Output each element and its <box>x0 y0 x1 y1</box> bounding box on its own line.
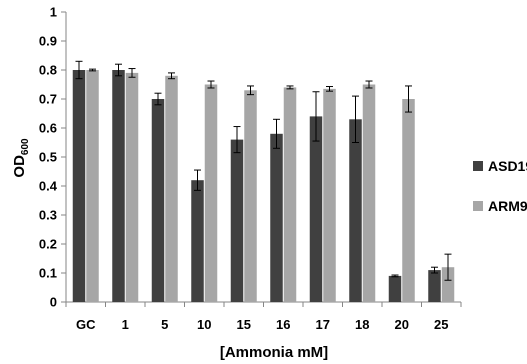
legend: ASD19 ARM9 <box>473 158 527 214</box>
y-tick-label: 0.8 <box>39 63 57 78</box>
error-bar-asd19 <box>431 266 438 274</box>
y-tick-label: 0.6 <box>39 121 57 136</box>
bar-arm9 <box>323 88 336 302</box>
x-axis: GC 1 5 10 15 16 17 18 20 25 <box>65 301 462 332</box>
bar-asd19 <box>428 270 441 302</box>
x-tick-label: GC <box>76 317 96 332</box>
error-bar-asd19 <box>194 169 201 191</box>
bar-asd19 <box>151 99 165 302</box>
bar-arm9 <box>402 99 415 302</box>
error-bar-asd19 <box>154 92 162 106</box>
error-bar-asd19 <box>352 95 359 143</box>
bar-asd19 <box>72 70 86 302</box>
x-tick-label: 1 <box>122 317 129 332</box>
bar-arm9 <box>125 72 139 303</box>
y-tick-label: 0 <box>50 295 57 310</box>
y-tick-label: 1 <box>50 5 57 20</box>
y-axis-title-main: OD <box>11 155 28 178</box>
error-bar-arm9 <box>405 85 412 113</box>
y-tick-label: 0.9 <box>39 34 57 49</box>
error-bar-arm9 <box>286 85 294 90</box>
y-axis-title-subscript: 600 <box>20 138 31 155</box>
bar-asd19 <box>349 119 362 302</box>
error-bar-asd19 <box>75 60 83 80</box>
x-tick-label: 20 <box>395 317 409 332</box>
error-bar-arm9 <box>128 68 136 78</box>
error-bar-arm9 <box>365 80 373 89</box>
error-bar-asd19 <box>233 126 241 154</box>
y-axis: 0 0.1 0.2 0.3 0.4 0.5 0.6 0.7 0.8 0.9 1 <box>39 5 67 310</box>
bar-arm9 <box>244 90 257 302</box>
bar-asd19 <box>309 116 323 303</box>
bar-asd19 <box>270 133 283 302</box>
bar-arm9 <box>283 87 297 303</box>
x-tick-label: 5 <box>161 317 168 332</box>
legend-swatch-arm9 <box>473 201 483 211</box>
x-tick-label: 15 <box>237 317 251 332</box>
y-tick-label: 0.7 <box>39 92 57 107</box>
error-bar-arm9 <box>207 80 215 89</box>
bar-asd19 <box>230 139 244 302</box>
bar-asd19 <box>388 275 402 302</box>
error-bar-asd19 <box>391 274 399 278</box>
y-tick-label: 0.1 <box>39 266 57 281</box>
x-tick-label: 10 <box>197 317 211 332</box>
error-bar-asd19 <box>312 91 320 142</box>
legend-label-arm9: ARM9 <box>488 198 527 214</box>
bar-arm9 <box>441 267 455 302</box>
error-bar-asd19 <box>115 63 122 77</box>
y-axis-title: OD600 <box>11 138 31 178</box>
error-bar-asd19 <box>273 118 280 149</box>
error-bar-arm9 <box>444 253 452 281</box>
y-tick-label: 0.3 <box>39 208 57 223</box>
bar-arm9 <box>204 84 218 302</box>
bar-asd19 <box>191 180 204 302</box>
error-bars <box>75 60 452 281</box>
error-bar-arm9 <box>247 85 254 96</box>
bars <box>72 70 455 303</box>
y-tick-label: 0.2 <box>39 237 57 252</box>
x-tick-label: 25 <box>434 317 448 332</box>
x-tick-label: 16 <box>276 317 290 332</box>
bar-arm9 <box>362 84 376 302</box>
error-bar-arm9 <box>168 72 175 80</box>
x-tick-label: 17 <box>316 317 330 332</box>
error-bar-arm9 <box>89 68 96 72</box>
error-bar-arm9 <box>326 86 333 92</box>
bar-asd19 <box>112 70 125 302</box>
x-tick-label: 18 <box>355 317 369 332</box>
legend-label-asd19: ASD19 <box>488 158 527 174</box>
y-tick-label: 0.5 <box>39 150 57 165</box>
bar-arm9 <box>86 70 99 302</box>
y-tick-label: 0.4 <box>39 179 58 194</box>
bar-arm9 <box>165 75 178 302</box>
legend-swatch-asd19 <box>473 161 483 171</box>
x-axis-title: [Ammonia mM] <box>220 344 328 361</box>
